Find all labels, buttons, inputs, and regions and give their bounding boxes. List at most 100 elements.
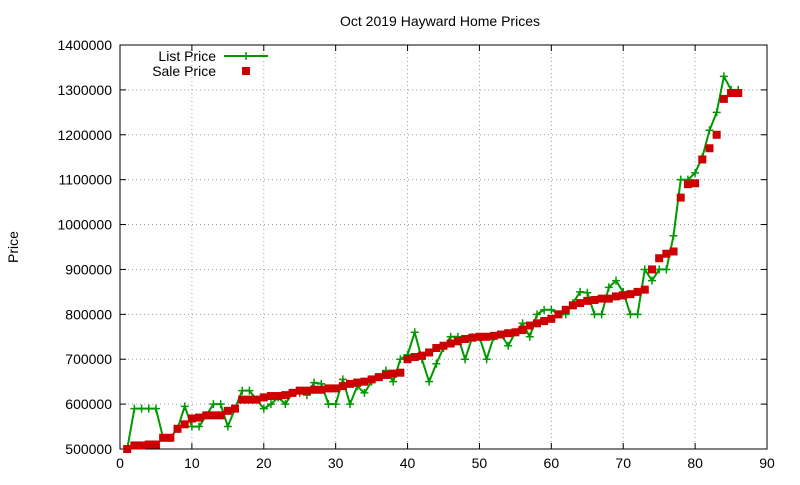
sale-price-point <box>130 441 139 450</box>
list-price-point <box>346 400 355 409</box>
sale-price-point <box>525 321 534 330</box>
sale-price-point <box>396 368 405 377</box>
sale-price-point <box>389 369 398 378</box>
sale-price-point <box>691 179 700 188</box>
legend-plus-marker <box>242 52 250 60</box>
x-tick-label: 40 <box>400 455 416 471</box>
sale-price-point <box>209 411 218 420</box>
list-price-point <box>144 404 153 413</box>
list-price-point <box>461 355 470 364</box>
sale-price-point <box>195 413 204 422</box>
list-price-point <box>604 283 613 292</box>
list-price-point <box>540 305 549 314</box>
x-tick-label: 80 <box>687 455 703 471</box>
sale-price-point <box>137 441 146 450</box>
sale-price-point <box>655 254 664 263</box>
list-price-point <box>195 422 204 431</box>
sale-price-point <box>676 193 685 202</box>
list-price-point <box>504 341 513 350</box>
sale-price-point <box>540 317 549 326</box>
sale-price-point <box>561 305 570 314</box>
y-tick-label: 1300000 <box>57 82 112 98</box>
sale-price-point <box>252 395 261 404</box>
list-price-point <box>310 378 319 387</box>
sale-price-point <box>576 299 585 308</box>
sale-price-point <box>597 294 606 303</box>
sale-price-point <box>590 295 599 304</box>
sale-price-point <box>583 296 592 305</box>
list-price-point <box>633 310 642 319</box>
sale-price-point <box>417 351 426 360</box>
list-price-point <box>259 404 268 413</box>
list-price-point <box>446 332 455 341</box>
list-price-point <box>180 402 189 411</box>
sale-price-point <box>633 287 642 296</box>
list-price-point <box>583 288 592 297</box>
sale-price-point <box>338 382 347 391</box>
y-tick-label: 900000 <box>65 261 112 277</box>
list-price-point <box>216 400 225 409</box>
sale-price-point <box>202 411 211 420</box>
list-price-point <box>281 400 290 409</box>
sale-price-point <box>288 388 297 397</box>
list-price-point <box>425 377 434 386</box>
list-price-point <box>547 305 556 314</box>
list-price-point <box>396 355 405 364</box>
list-price-point <box>187 422 196 431</box>
list-price-point <box>331 400 340 409</box>
sale-price-point <box>281 391 290 400</box>
list-price-point <box>576 287 585 296</box>
list-price-point <box>223 422 232 431</box>
list-price-point <box>518 319 527 328</box>
sale-price-point <box>461 335 470 344</box>
list-price-point <box>655 265 664 274</box>
x-tick-label: 30 <box>328 455 344 471</box>
sale-price-point <box>554 310 563 319</box>
sale-price-point <box>410 352 419 361</box>
sale-price-point <box>231 404 240 413</box>
list-price-point <box>360 388 369 397</box>
sale-price-point <box>159 433 168 442</box>
list-price-point <box>676 175 685 184</box>
x-tick-label: 60 <box>544 455 560 471</box>
y-tick-label: 600000 <box>65 396 112 412</box>
sale-price-point <box>698 155 707 164</box>
x-tick-label: 0 <box>116 455 124 471</box>
sale-price-point <box>475 332 484 341</box>
sale-price-point <box>511 328 520 337</box>
sale-price-point <box>734 89 743 98</box>
sale-price-point <box>669 247 678 256</box>
list-price-line <box>126 73 739 450</box>
sale-price-point <box>274 392 283 401</box>
x-tick-label: 20 <box>256 455 272 471</box>
sale-price-point <box>432 344 441 352</box>
sale-price-point <box>166 433 175 442</box>
list-price-point <box>532 310 541 319</box>
sale-price-point <box>317 385 326 394</box>
legend: List Price Sale Price <box>152 48 268 79</box>
sale-price-point <box>259 393 268 402</box>
y-tick-label: 1000000 <box>57 217 112 233</box>
y-tick-label: 1100000 <box>59 172 113 188</box>
sale-price-point <box>302 386 311 395</box>
list-price-point <box>590 310 599 319</box>
sale-price-point <box>144 440 153 449</box>
y-tick-label: 500000 <box>65 441 112 457</box>
sale-price-point <box>604 294 613 303</box>
sale-price-point <box>489 331 498 340</box>
sale-price-point <box>647 265 656 274</box>
list-price-point <box>719 72 728 81</box>
sale-price-point <box>403 355 412 364</box>
x-tick-label: 10 <box>184 455 200 471</box>
list-price-point <box>712 108 721 117</box>
list-price-point <box>245 386 254 395</box>
grid <box>120 45 767 449</box>
y-tick-label: 700000 <box>65 351 112 367</box>
list-price-point <box>705 126 714 135</box>
sale-price-point <box>532 319 541 328</box>
sale-price-point <box>374 373 383 382</box>
sale-price-point <box>626 290 635 299</box>
list-price-point <box>130 404 139 413</box>
series-sale-price <box>123 89 743 453</box>
